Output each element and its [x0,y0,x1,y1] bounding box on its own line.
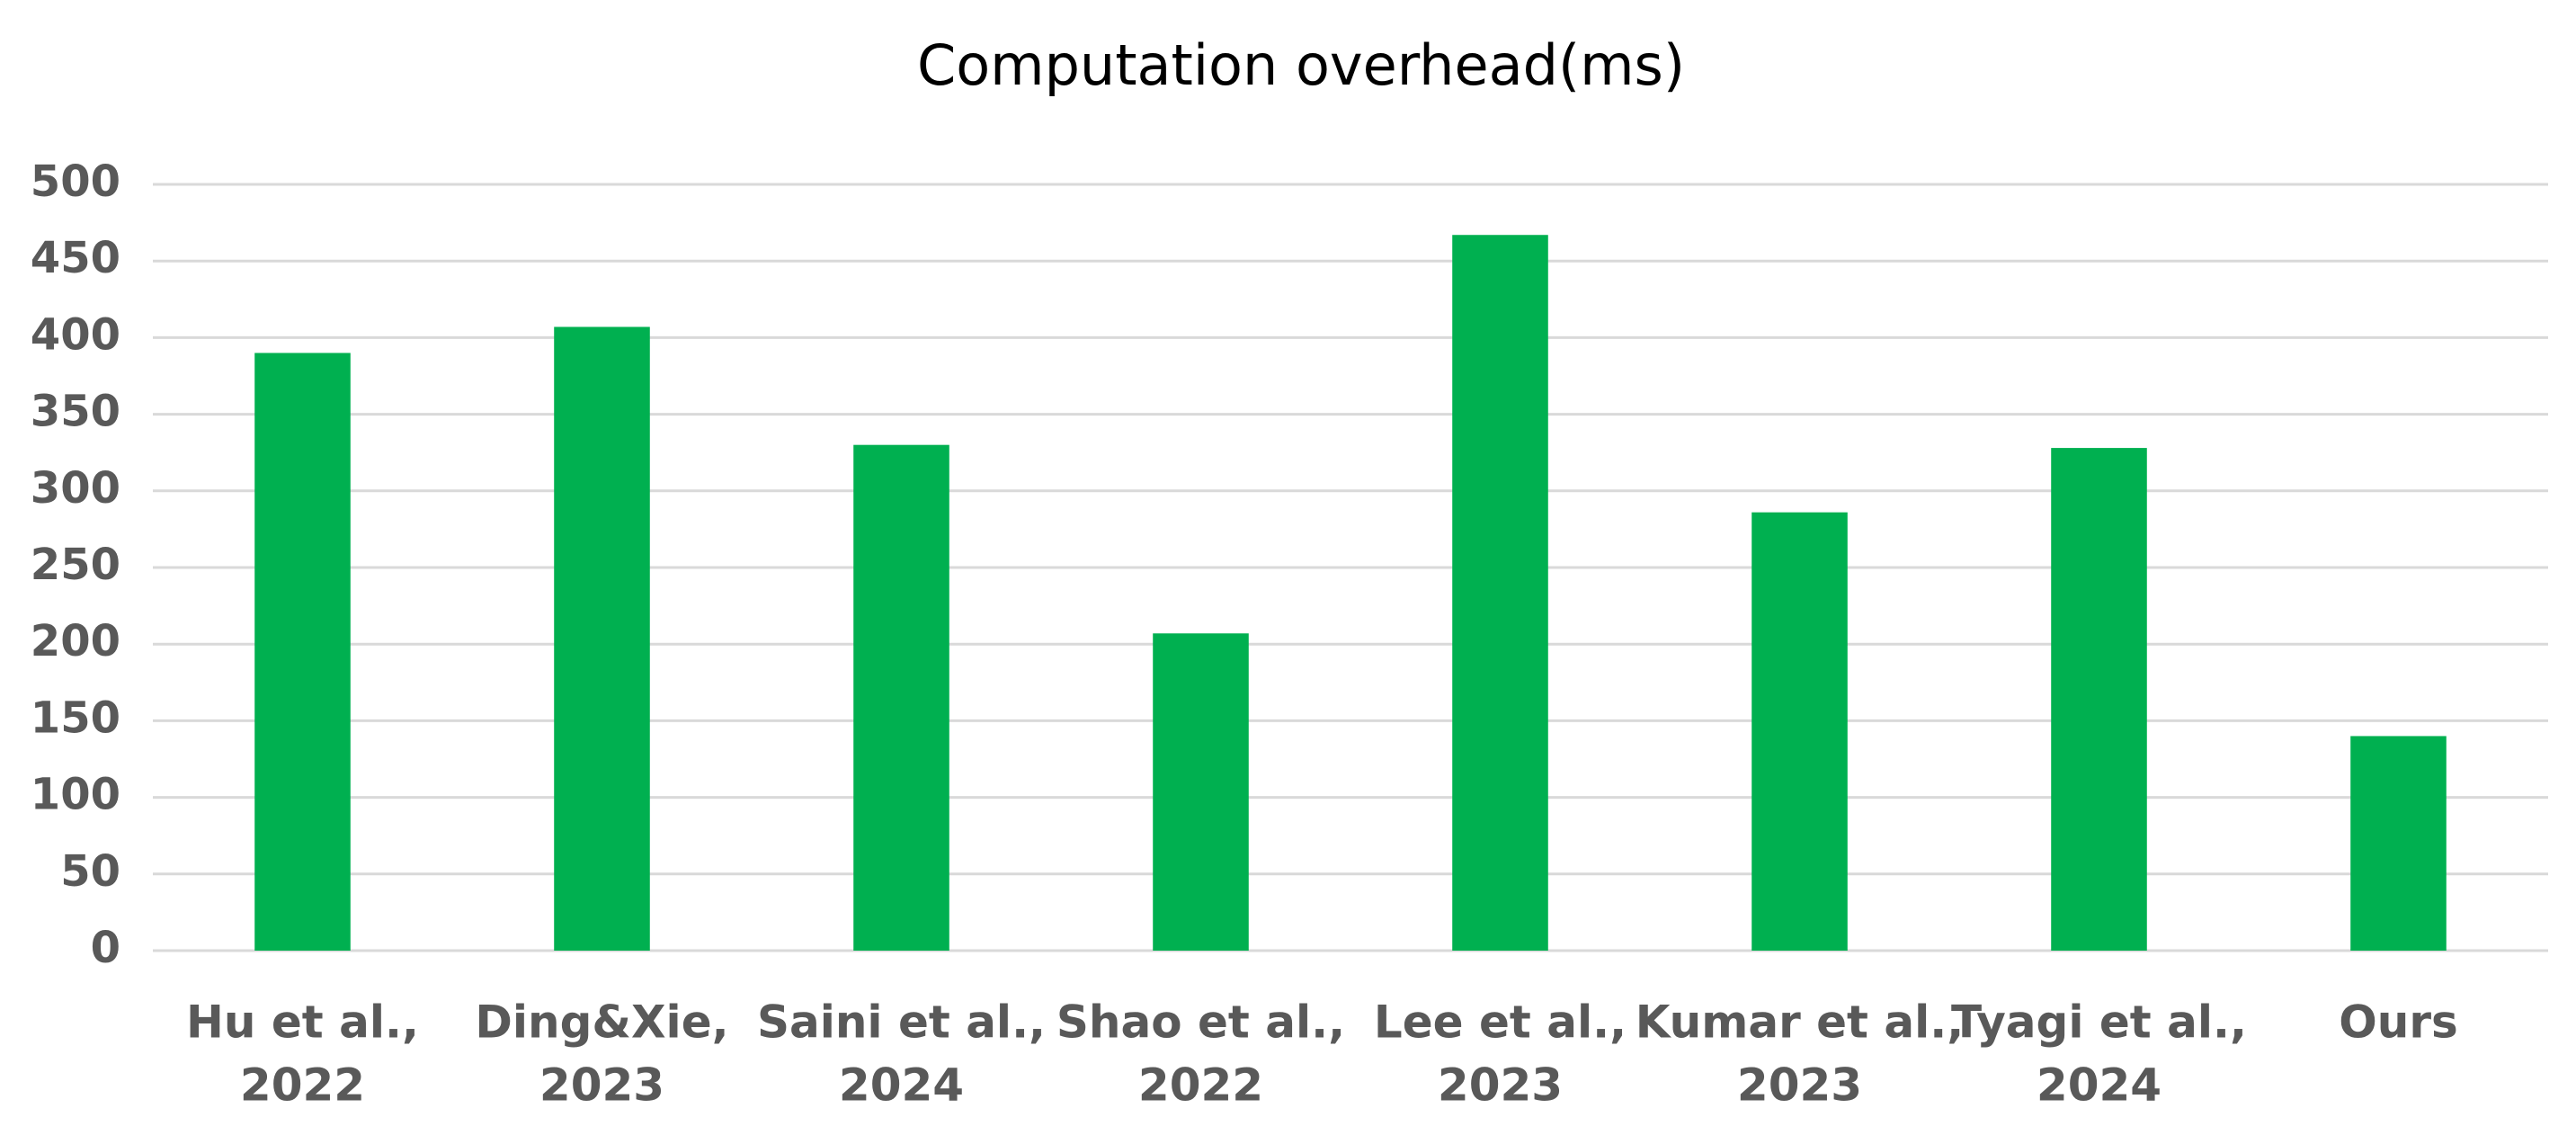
bar [853,444,949,951]
bar [2350,736,2447,951]
bar [554,326,650,951]
bar [1452,235,1548,951]
y-tick-label: 450 [31,233,120,283]
x-tick-label: 2023 [1737,1059,1862,1112]
y-tick-label: 150 [31,693,120,743]
x-tick-label: 2024 [839,1059,964,1112]
y-tick-label: 50 [60,846,120,897]
chart-title: Computation overhead(ms) [917,32,1685,98]
y-tick-label: 500 [31,156,120,207]
x-tick-label: 2024 [2037,1059,2162,1112]
x-tick-label: 2022 [240,1059,365,1112]
y-tick-label: 300 [31,463,120,514]
y-tick-label: 400 [31,309,120,360]
bar [2051,448,2147,951]
y-tick-label: 100 [31,770,120,820]
y-tick-label: 200 [31,616,120,666]
y-tick-label: 350 [31,387,120,437]
bar [1153,633,1249,951]
x-tick-label: Saini et al., [757,996,1046,1049]
x-tick-label: 2023 [1438,1059,1563,1112]
bar [254,353,351,951]
x-tick-label: Tyagi et al., [1951,996,2247,1049]
x-tick-label: Ours [2339,996,2458,1049]
x-tick-label: Kumar et al., [1636,996,1964,1049]
bar [1752,512,1848,951]
y-tick-label: 0 [91,923,120,973]
y-tick-label: 250 [31,540,120,590]
x-tick-label: Hu et al., [186,996,419,1049]
x-tick-label: Shao et al., [1056,996,1345,1049]
x-tick-label: Lee et al., [1374,996,1627,1049]
x-tick-label: 2023 [539,1059,664,1112]
x-tick-label: Ding&Xie, [475,996,728,1049]
x-tick-label: 2022 [1138,1059,1263,1112]
